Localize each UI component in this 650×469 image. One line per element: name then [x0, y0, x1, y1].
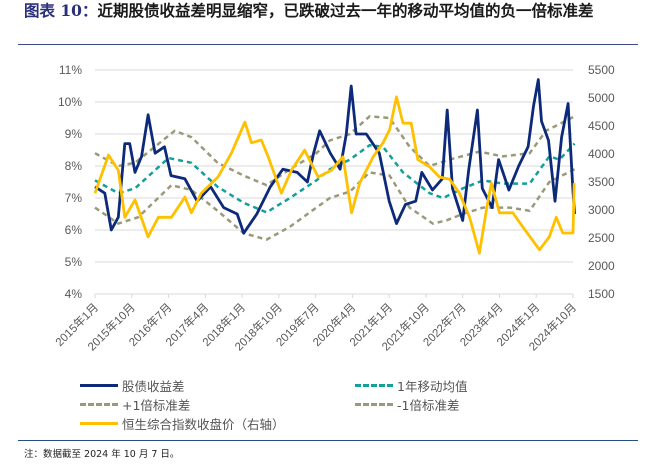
legend-item-mean: 1年移动均值 [355, 376, 467, 395]
y-left-tick-label: 9% [65, 127, 83, 141]
y-right-tick-label: 3000 [588, 203, 615, 217]
legend-item-hsci: 恒生综合指数收盘价（右轴） [80, 414, 285, 433]
figure-number: 图表 10： [24, 1, 98, 20]
legend-item-plus1sd: +1倍标准差 [80, 395, 190, 414]
y-right-tick-label: 4000 [588, 147, 615, 161]
y-left-tick-label: 4% [65, 287, 83, 301]
series-line-2 [94, 115, 576, 187]
footer-divider [18, 440, 638, 441]
chart-title: 图表 10：近期股债收益差明显缩窄，已跌破过去一年的移动平均值的负一倍标准差 [24, 0, 644, 21]
legend-item-minus1sd: -1倍标准差 [355, 395, 459, 414]
footnote: 注：数据截至 2024 年 10 月 7 日。 [24, 449, 180, 460]
y-left-tick-label: 8% [65, 159, 83, 173]
y-right-tick-label: 5000 [588, 91, 615, 105]
y-right-tick-label: 2500 [588, 231, 615, 245]
series-line-3 [94, 168, 576, 241]
y-left-tick-label: 7% [65, 191, 83, 205]
y-right-tick-label: 5500 [588, 63, 615, 77]
title-divider [18, 44, 638, 45]
series-line-4 [93, 95, 576, 255]
y-left-tick-label: 6% [65, 223, 83, 237]
y-left-tick-label: 11% [59, 63, 82, 77]
series-line-0 [94, 78, 576, 235]
y-right-tick-label: 4500 [588, 119, 615, 133]
y-right-tick-label: 1500 [588, 287, 615, 301]
y-left-tick-label: 5% [65, 255, 83, 269]
legend-item-erp: 股债收益差 [80, 376, 185, 395]
y-left-tick-label: 10% [58, 95, 82, 109]
y-right-tick-label: 2000 [588, 259, 615, 273]
y-right-tick-label: 3500 [588, 175, 615, 189]
title-text: 近期股债收益差明显缩窄，已跌破过去一年的移动平均值的负一倍标准差 [97, 1, 594, 20]
chart: 4% 5% 6% 7% 8% 9% 10% 11% 1500 2000 2500 3000 3500 40… [52, 63, 615, 354]
